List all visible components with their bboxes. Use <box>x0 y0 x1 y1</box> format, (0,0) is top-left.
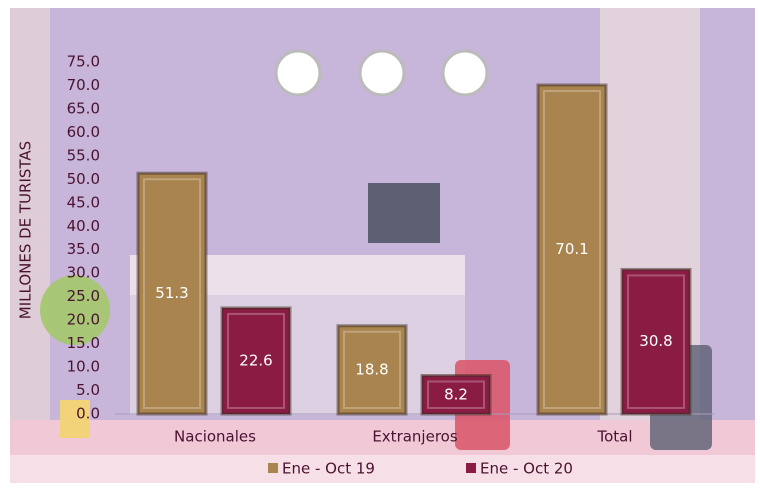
bar <box>336 324 408 416</box>
y-tick-label: 0.0 <box>76 405 100 423</box>
y-tick-label: 55.0 <box>67 146 100 164</box>
bar-bevel <box>427 380 485 410</box>
y-tick-label: 35.0 <box>67 240 100 258</box>
y-tick-label: 70.0 <box>67 76 100 94</box>
value-label: 70.1 <box>555 240 588 258</box>
bar-bevel <box>627 274 685 410</box>
legend-swatch <box>268 463 278 473</box>
bar <box>136 171 208 416</box>
x-tick-label: Extranjeros <box>372 428 458 446</box>
y-tick-label: 15.0 <box>67 334 100 352</box>
y-tick-label: 25.0 <box>67 287 100 305</box>
x-tick-label: Nacionales <box>174 428 256 446</box>
bar-bevel <box>543 89 601 409</box>
y-axis-title: MILLONES DE TURISTAS <box>17 141 35 319</box>
y-tick-label: 30.0 <box>67 264 100 282</box>
legend-swatch <box>466 463 476 473</box>
background <box>10 8 755 483</box>
y-tick-label: 40.0 <box>67 217 100 235</box>
y-tick-label: 75.0 <box>67 53 100 71</box>
bar <box>620 267 692 416</box>
bar <box>536 83 608 416</box>
y-tick-label: 5.0 <box>76 381 100 399</box>
value-label: 22.6 <box>239 351 272 369</box>
x-tick-label: Total <box>596 428 632 446</box>
bar <box>220 306 292 416</box>
legend-label: Ene - Oct 20 <box>480 460 573 478</box>
y-tick-label: 45.0 <box>67 193 100 211</box>
value-label: 30.8 <box>639 332 672 350</box>
y-tick-label: 50.0 <box>67 170 100 188</box>
y-tick-label: 65.0 <box>67 99 100 117</box>
y-tick-label: 20.0 <box>67 311 100 329</box>
y-tick-label: 60.0 <box>67 123 100 141</box>
legend-label: Ene - Oct 19 <box>282 460 375 478</box>
legend: Ene - Oct 19 Ene - Oct 20 <box>268 460 573 478</box>
y-tick-label: 10.0 <box>67 358 100 376</box>
value-label: 8.2 <box>444 385 468 403</box>
bar-bevel <box>343 330 401 409</box>
value-label: 51.3 <box>155 284 188 302</box>
value-label: 18.8 <box>355 360 388 378</box>
bar-bevel <box>143 178 201 409</box>
bar-bevel <box>227 312 285 409</box>
bar <box>420 374 492 416</box>
